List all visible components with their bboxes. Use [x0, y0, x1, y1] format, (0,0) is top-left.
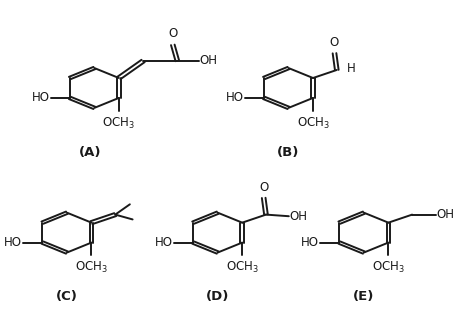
Text: OCH$_3$: OCH$_3$: [75, 260, 108, 275]
Text: (A): (A): [79, 146, 101, 159]
Text: OH: OH: [200, 55, 218, 67]
Text: H: H: [347, 62, 356, 75]
Text: O: O: [168, 27, 177, 40]
Text: HO: HO: [155, 236, 173, 249]
Text: HO: HO: [4, 236, 22, 249]
Text: OH: OH: [437, 208, 455, 221]
Text: HO: HO: [301, 236, 319, 249]
Text: (B): (B): [277, 146, 300, 159]
Text: (D): (D): [206, 290, 229, 303]
Text: O: O: [259, 181, 268, 194]
Text: (E): (E): [353, 290, 374, 303]
Text: OCH$_3$: OCH$_3$: [102, 116, 136, 131]
Text: OCH$_3$: OCH$_3$: [372, 260, 405, 275]
Text: (C): (C): [56, 290, 78, 303]
Text: OCH$_3$: OCH$_3$: [226, 260, 259, 275]
Text: HO: HO: [32, 92, 50, 104]
Text: OCH$_3$: OCH$_3$: [297, 116, 329, 131]
Text: O: O: [330, 36, 339, 49]
Text: OH: OH: [289, 210, 307, 223]
Text: HO: HO: [226, 92, 244, 104]
